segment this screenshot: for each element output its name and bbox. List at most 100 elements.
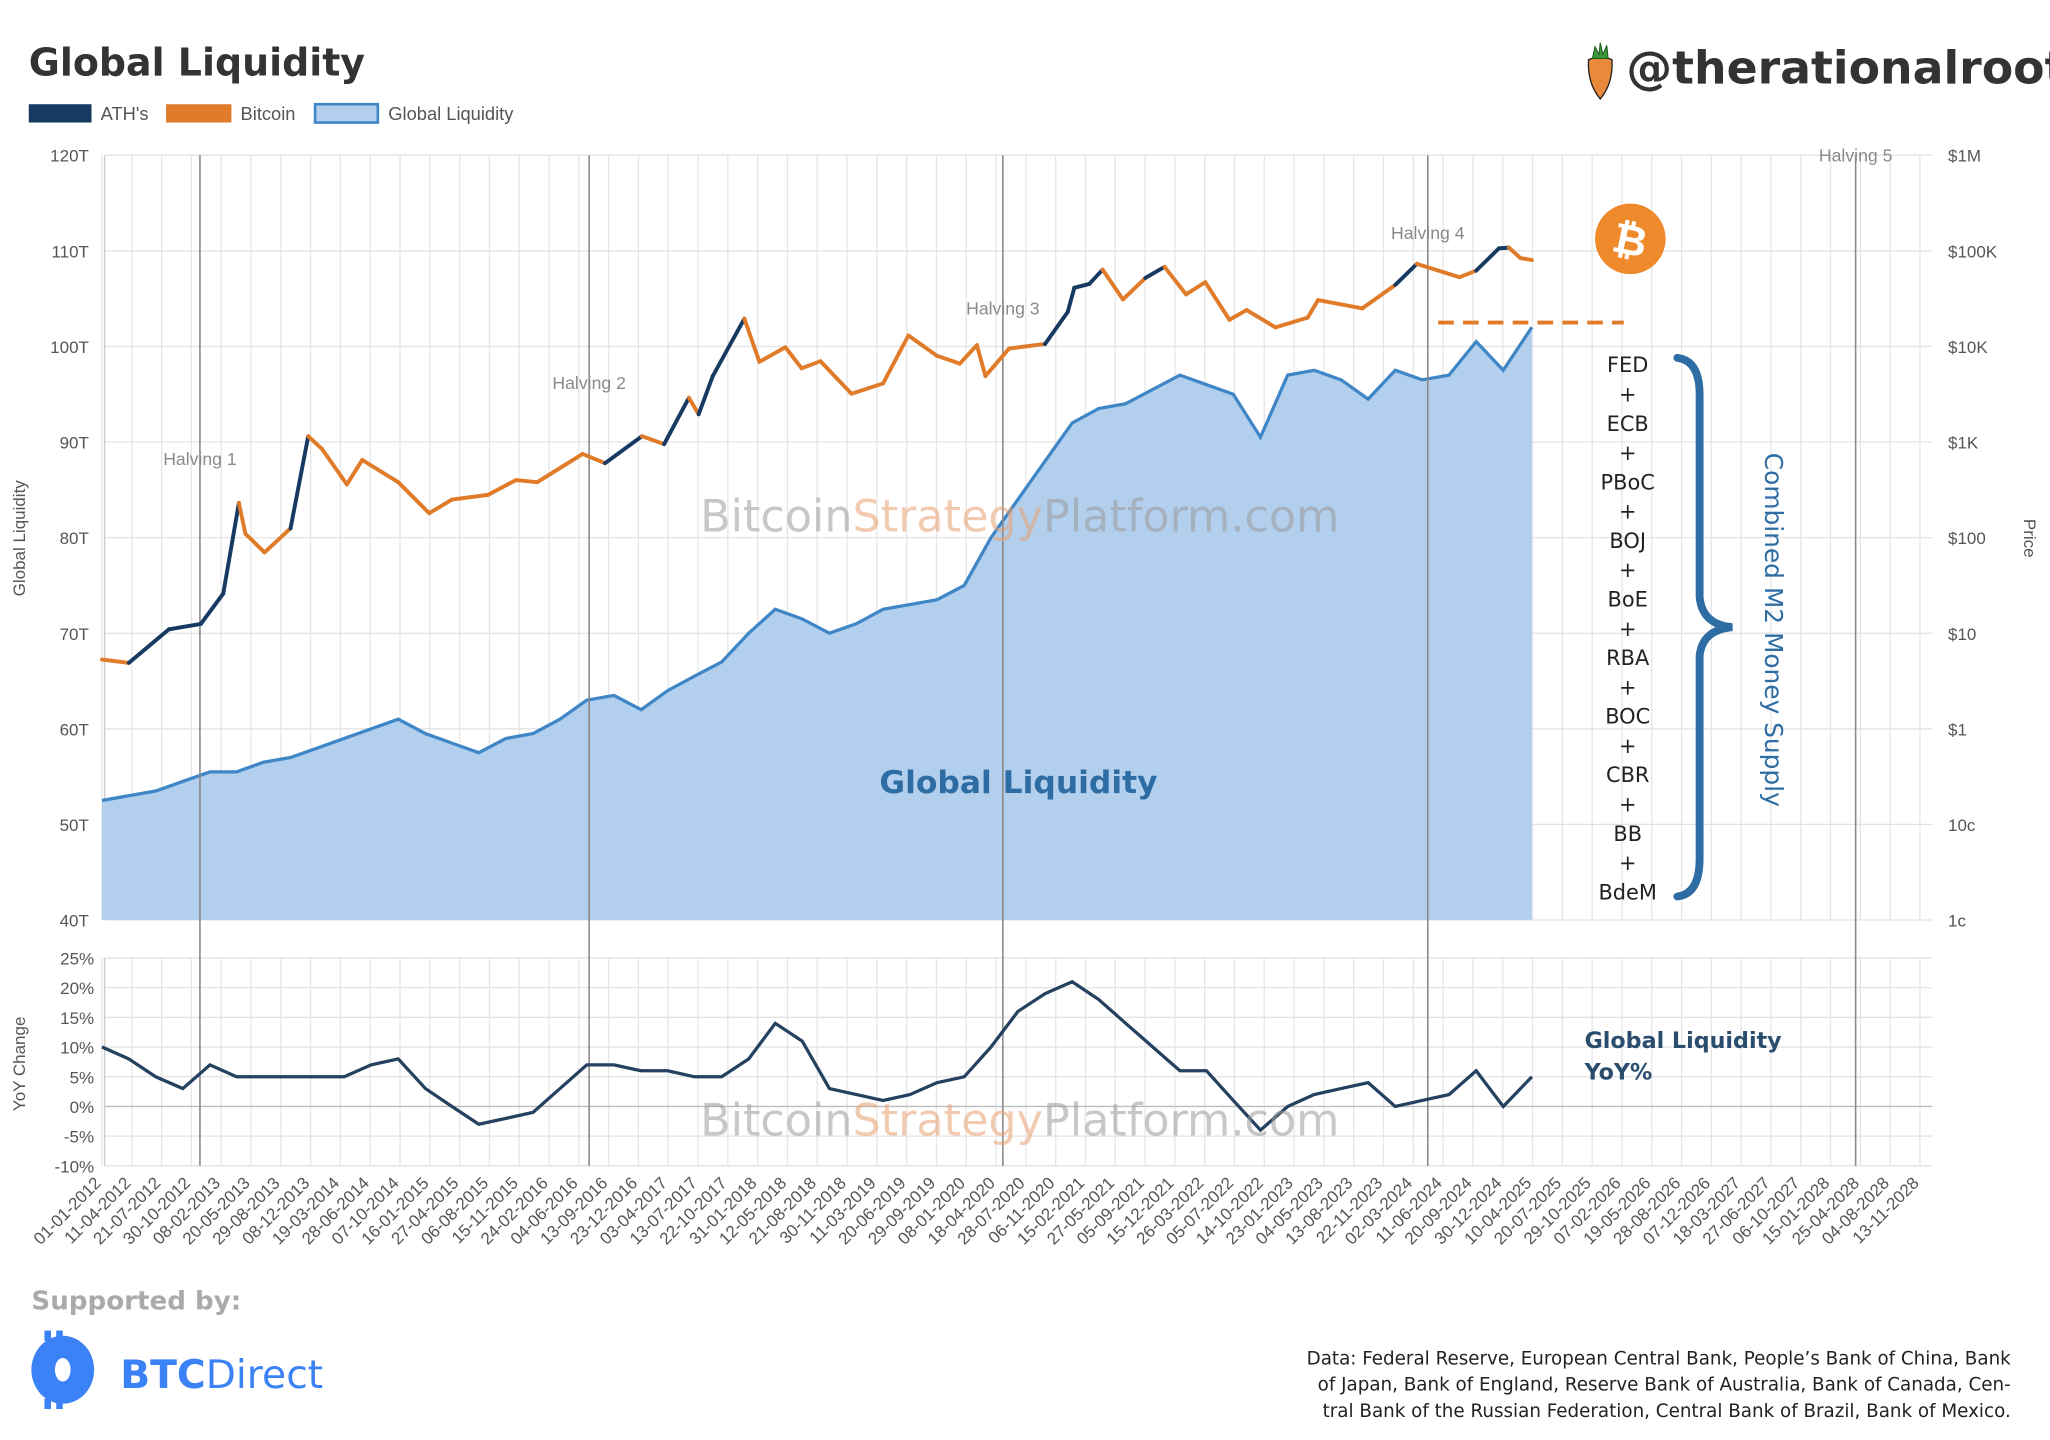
bitcoin-ath-segment [1393, 261, 1419, 287]
bitcoin-ath-segment [1143, 264, 1167, 280]
yoy-line [101, 979, 1534, 1133]
yoy-tick-label: -10% [54, 1157, 94, 1176]
y-tick-label-right: $1K [1948, 434, 1979, 453]
bitcoin-segment [934, 353, 962, 366]
legend-label-aths: ATH's [101, 103, 149, 124]
bitcoin-segment [1007, 342, 1048, 351]
bitcoin-segment [396, 480, 432, 516]
yoy-label-line1: Global Liquidity [1585, 1028, 1783, 1054]
m2-label: Combined M2 Money Supply [1759, 453, 1788, 807]
plus-sign: + [1619, 734, 1637, 758]
bitcoin-segment [640, 434, 667, 447]
bitcoin-segment [1518, 256, 1534, 263]
halving-markers: Halving 1 Halving 2 Halving 3 Halving 4 Halv… [163, 146, 1893, 1166]
y-tick-label-left: 70T [60, 625, 89, 644]
plus-sign: + [1619, 558, 1637, 582]
y-tick-label-right: $100K [1948, 242, 1998, 261]
supported-by-label: Supported by: [31, 1287, 241, 1317]
bitcoin-icon: ₿ [1595, 203, 1666, 275]
legend-label-bitcoin: Bitcoin [241, 103, 296, 124]
bitcoin-segment [1457, 268, 1479, 280]
brace-icon [1673, 353, 1733, 901]
bitcoin-ath-segment [1065, 285, 1077, 314]
bitcoin-ath-segment [126, 627, 171, 665]
bitcoin-segment [742, 316, 762, 364]
bitcoin-ath-segment [603, 434, 644, 466]
author-handle: @therationalroot [1626, 41, 2050, 94]
bitcoin-segment [974, 343, 988, 378]
y-tick-label-left: 90T [60, 434, 89, 453]
bitcoin-segment [1360, 282, 1398, 311]
bitcoin-segment [485, 478, 518, 497]
watermark-top: BitcoinStrategyPlatform.com [700, 492, 1339, 543]
y-tick-label-left: 50T [60, 816, 89, 835]
bitcoin-ath-segment [1474, 246, 1501, 273]
bitcoin-segment [1184, 280, 1208, 297]
bitcoin-ath-segment [662, 395, 691, 447]
plus-sign: + [1619, 500, 1637, 524]
halving-label: Halving 5 [1819, 146, 1893, 166]
central-bank-label: BdeM [1598, 880, 1657, 904]
bitcoin-segment [580, 451, 608, 466]
page-title: Global Liquidity [29, 40, 366, 84]
bitcoin-segment [783, 345, 804, 371]
legend: ATH's Bitcoin Global Liquidity [28, 103, 514, 124]
y-axis-title-yoy: YoY Change [10, 1017, 29, 1111]
legend-swatch-bitcoin [166, 104, 232, 123]
y-tick-label-left: 110T [51, 242, 88, 261]
legend-item-aths[interactable]: ATH's [28, 103, 149, 124]
legend-item-bitcoin[interactable]: Bitcoin [166, 103, 295, 124]
bitcoin-segment [1414, 261, 1462, 280]
bitcoin-segment [100, 657, 131, 665]
y-tick-label-right: $1M [1948, 147, 1981, 166]
bitcoin-segment [243, 531, 267, 555]
bitcoin-ath-segment [288, 434, 311, 531]
bitcoin-segment [1316, 298, 1365, 311]
y-tick-label-left: 40T [60, 912, 89, 931]
bitcoin-segment [1273, 315, 1310, 330]
bitcoin-segment [1244, 308, 1278, 330]
central-bank-label: FED [1607, 353, 1648, 377]
y-tick-label-right: 10c [1948, 816, 1976, 835]
data-source-line-3: tral Bank of the Russian Federation, Cen… [1323, 1401, 2011, 1422]
watermark-bottom: BitcoinStrategyPlatform.com [700, 1096, 1339, 1147]
bitcoin-segment [757, 345, 788, 364]
bitcoin-segment [360, 457, 401, 485]
data-source-line-1: Data: Federal Reserve, European Central … [1307, 1349, 2012, 1370]
yoy-tick-label: 25% [60, 949, 94, 968]
bitcoin-segment [262, 526, 293, 555]
legend-item-global-liquidity[interactable]: Global Liquidity [313, 103, 514, 124]
area-label: Global Liquidity [879, 765, 1157, 801]
bitcoin-segment [881, 333, 911, 386]
central-bank-label: RBA [1606, 646, 1650, 670]
central-bank-label: BoE [1608, 588, 1648, 612]
central-bank-label: BOJ [1609, 529, 1646, 553]
halving-label: Halving 4 [1391, 223, 1465, 243]
y-tick-label-left: 80T [60, 529, 89, 548]
yoy-series [101, 979, 1534, 1133]
bitcoin-segment [818, 359, 854, 396]
central-bank-list: FED + ECB + PBoC + BOJ + BoE + RBA + BOC + CBR + BB + BdeM [1598, 353, 1657, 904]
sponsor-name[interactable]: BTCDirect [120, 1353, 323, 1398]
halving-label: Halving 3 [966, 299, 1040, 319]
btcdirect-logo-icon [31, 1330, 95, 1409]
bitcoin-segment [449, 492, 490, 502]
bitcoin-ath-segment [696, 374, 715, 417]
bitcoin-segment [957, 343, 979, 366]
data-source-line-2: of Japan, Bank of England, Reserve Bank … [1318, 1375, 2011, 1396]
halving-label: Halving 1 [163, 449, 236, 469]
bitcoin-segment [306, 434, 324, 451]
yoy-tick-label: 15% [60, 1009, 94, 1028]
yoy-label-line2: YoY% [1584, 1060, 1653, 1086]
bitcoin-segment [849, 381, 886, 396]
yoy-tick-label: 5% [70, 1068, 95, 1087]
plus-sign: + [1619, 383, 1637, 407]
legend-swatch-aths [28, 104, 92, 123]
bitcoin-segment [1120, 275, 1148, 302]
bitcoin-segment [1305, 298, 1320, 320]
legend-label-global-liquidity: Global Liquidity [388, 103, 514, 124]
bitcoin-segment [1227, 308, 1249, 322]
y-axis-title-left: Global Liquidity [10, 480, 29, 597]
central-bank-label: BOC [1605, 705, 1650, 729]
yoy-tick-label: 10% [60, 1039, 94, 1058]
